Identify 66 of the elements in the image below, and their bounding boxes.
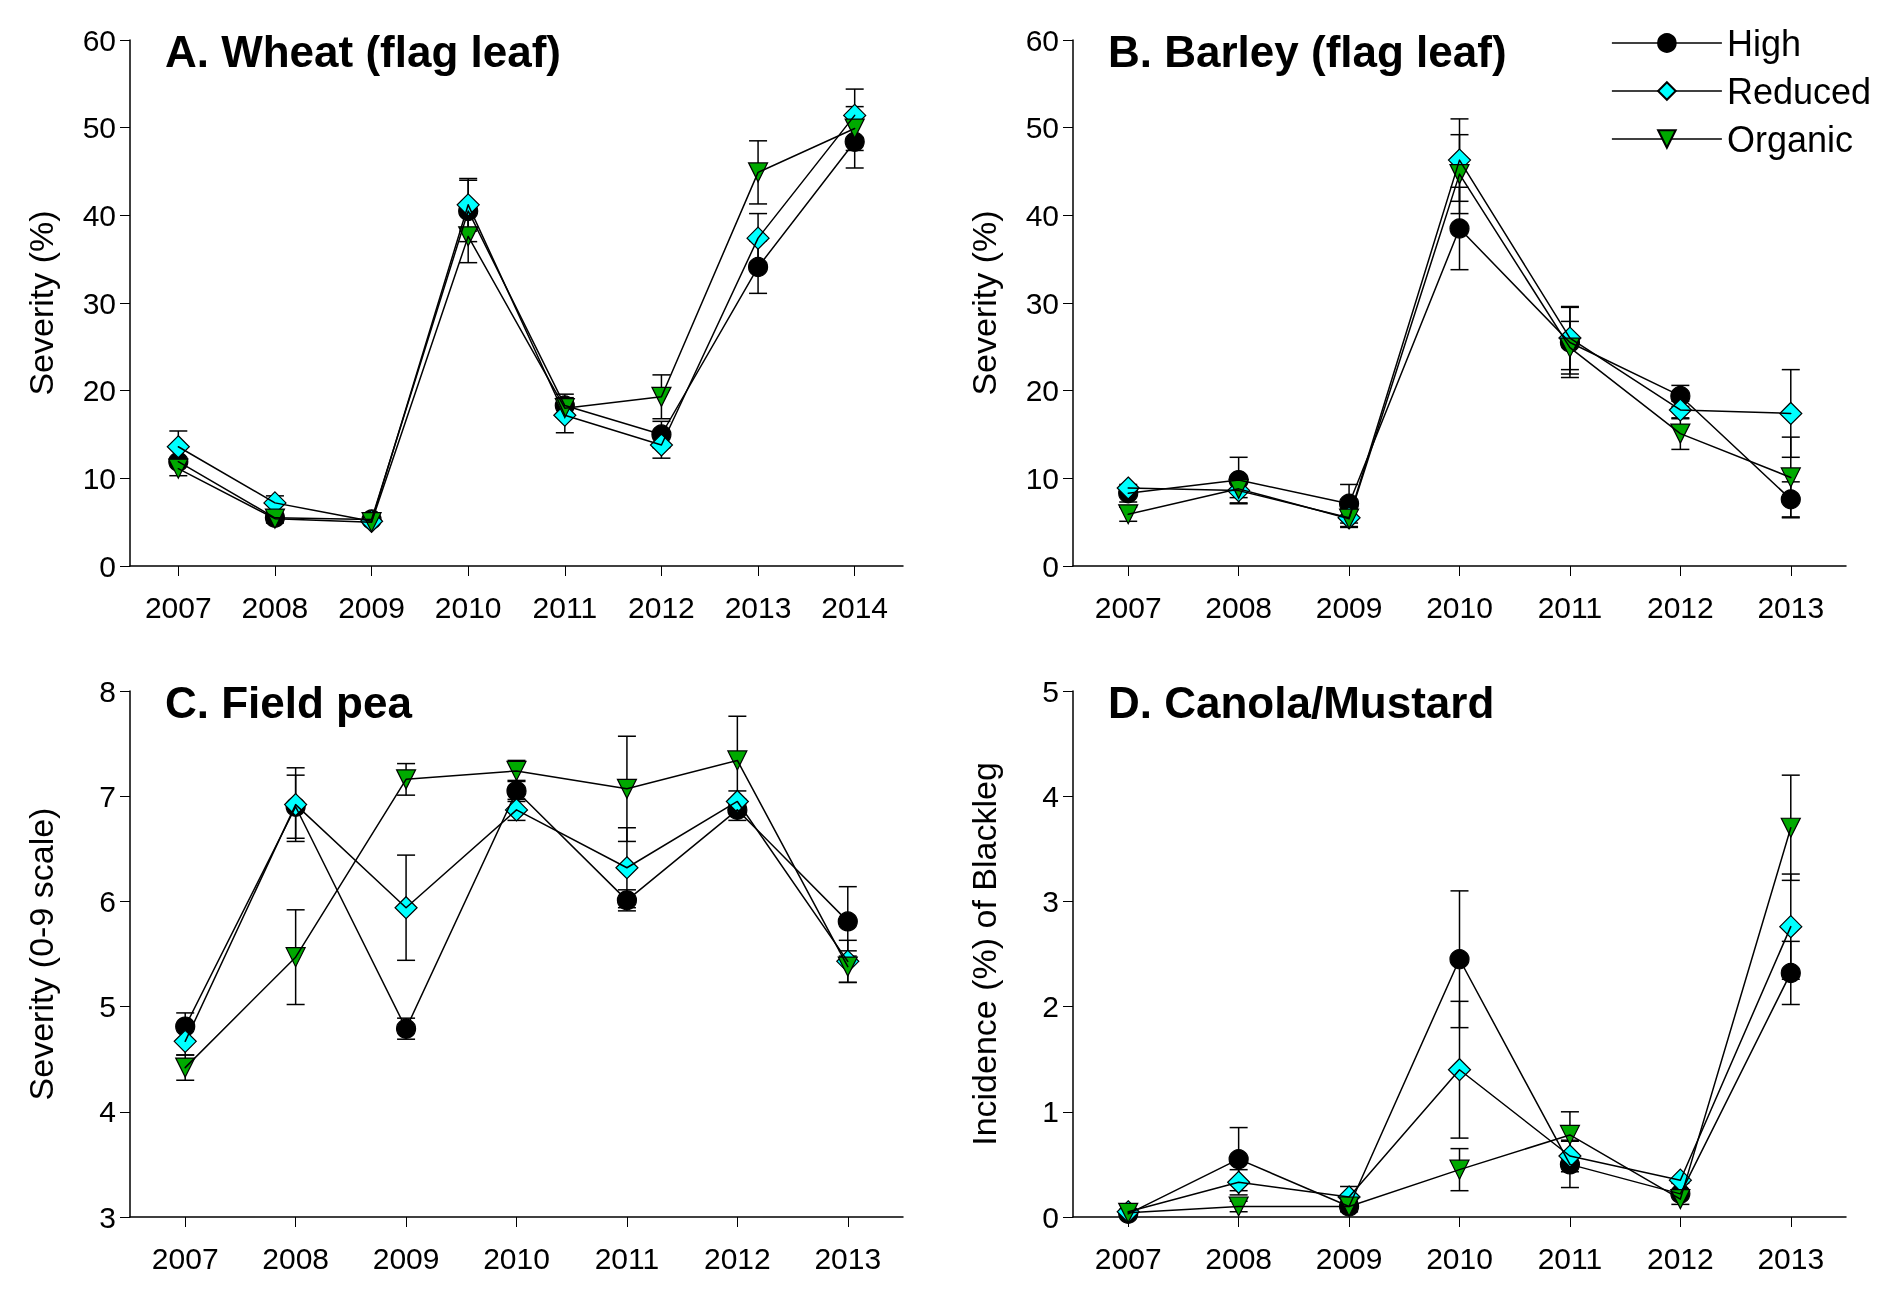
x-tick-label: 2007 <box>1094 590 1162 624</box>
x-tick-label: 2012 <box>703 1241 771 1275</box>
x-tick-label: 2013 <box>814 1241 882 1275</box>
y-tick-label: 0 <box>1042 1200 1059 1234</box>
legend-label: Organic <box>1726 118 1853 160</box>
x-tick-label: 2009 <box>1315 590 1383 624</box>
y-tick-label: 5 <box>99 990 116 1024</box>
y-tick-label: 6 <box>99 884 116 918</box>
y-tick-label: 10 <box>1025 461 1059 495</box>
y-tick-label: 8 <box>99 674 116 708</box>
y-tick-label: 0 <box>1042 549 1059 583</box>
y-tick-label: 40 <box>1025 198 1059 232</box>
chart-title: B. Barley (flag leaf) <box>1108 26 1507 76</box>
y-tick-label: 50 <box>1025 111 1059 145</box>
x-tick-label: 2011 <box>1537 590 1603 624</box>
y-tick-label: 3 <box>99 1200 116 1234</box>
x-tick-label: 2011 <box>1537 1241 1603 1275</box>
y-axis-title: Incidence (%) of Blackleg <box>965 762 1003 1146</box>
y-tick-label: 5 <box>1042 674 1059 708</box>
y-tick-label: 20 <box>82 374 116 408</box>
x-tick-label: 2012 <box>1646 590 1714 624</box>
y-axis-title: Severity (%) <box>965 210 1003 396</box>
x-tick-label: 2010 <box>434 590 502 624</box>
y-tick-label: 2 <box>1042 990 1059 1024</box>
x-tick-label: 2014 <box>821 590 889 624</box>
x-tick-label: 2007 <box>1094 1241 1162 1275</box>
x-tick-label: 2011 <box>594 1241 660 1275</box>
x-tick-label: 2012 <box>628 590 695 624</box>
chart-title: A. Wheat (flag leaf) <box>165 26 562 76</box>
y-axis-title: Severity (%) <box>22 210 60 396</box>
x-tick-label: 2008 <box>1205 590 1273 624</box>
x-tick-label: 2009 <box>1315 1241 1383 1275</box>
y-tick-label: 20 <box>1025 374 1059 408</box>
x-tick-label: 2009 <box>372 1241 440 1275</box>
y-tick-label: 50 <box>82 111 116 145</box>
x-tick-label: 2007 <box>144 590 212 624</box>
chart-title: C. Field pea <box>165 677 413 727</box>
y-tick-label: 7 <box>99 779 116 813</box>
legend-label: Reduced <box>1726 70 1871 112</box>
x-tick-label: 2010 <box>1426 1241 1493 1275</box>
y-tick-label: 40 <box>82 198 116 232</box>
x-tick-label: 2013 <box>1757 1241 1825 1275</box>
y-tick-label: 4 <box>99 1095 116 1129</box>
legend-label: High <box>1726 22 1801 64</box>
y-tick-label: 60 <box>82 23 116 57</box>
x-tick-label: 2013 <box>724 590 792 624</box>
x-tick-label: 2011 <box>532 590 598 624</box>
x-tick-label: 2008 <box>241 590 309 624</box>
y-tick-label: 4 <box>1042 779 1059 813</box>
y-tick-label: 60 <box>1025 23 1059 57</box>
x-tick-label: 2009 <box>338 590 405 624</box>
x-tick-label: 2007 <box>151 1241 219 1275</box>
y-tick-label: 3 <box>1042 884 1059 918</box>
y-tick-label: 30 <box>82 286 116 320</box>
y-tick-label: 10 <box>82 461 116 495</box>
chart-title: D. Canola/Mustard <box>1108 677 1495 727</box>
y-axis-title: Severity (0-9 scale) <box>22 807 60 1101</box>
x-tick-label: 2008 <box>262 1241 330 1275</box>
x-tick-label: 2008 <box>1205 1241 1273 1275</box>
y-tick-label: 30 <box>1025 286 1059 320</box>
x-tick-label: 2013 <box>1757 590 1825 624</box>
x-tick-label: 2010 <box>1426 590 1493 624</box>
y-tick-label: 1 <box>1042 1095 1059 1129</box>
y-tick-label: 0 <box>99 549 116 583</box>
x-tick-label: 2012 <box>1646 1241 1714 1275</box>
x-tick-label: 2010 <box>483 1241 550 1275</box>
